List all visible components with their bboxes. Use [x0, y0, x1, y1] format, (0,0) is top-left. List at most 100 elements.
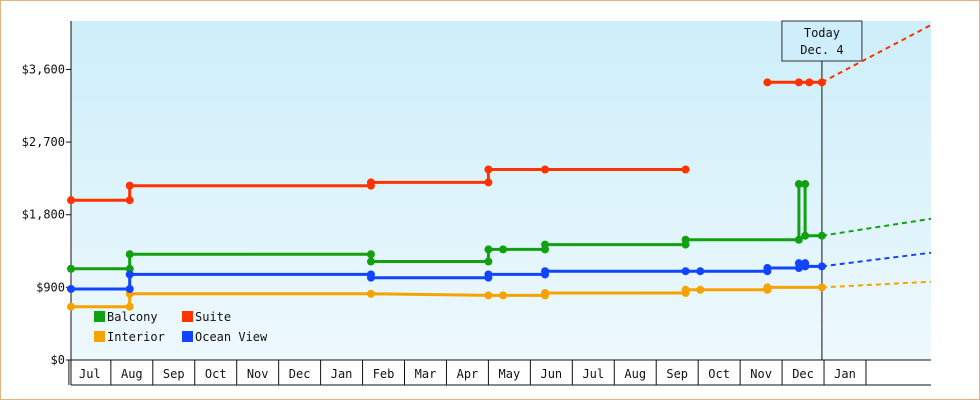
data-point — [484, 270, 493, 279]
y-tick-label: $1,800 — [22, 208, 65, 222]
legend-swatch — [182, 311, 193, 322]
legend-label: Balcony — [107, 310, 158, 324]
series-suite — [67, 24, 932, 205]
data-point — [763, 78, 772, 87]
data-point — [67, 196, 75, 205]
data-point — [366, 273, 375, 282]
today-marker: Today Dec. 4 — [781, 20, 863, 360]
legend-item-interior: Interior — [94, 330, 165, 344]
month-label: Oct — [205, 367, 227, 381]
data-point — [541, 289, 550, 298]
data-point — [125, 181, 134, 190]
month-label: Mar — [415, 367, 437, 381]
data-point — [67, 284, 75, 293]
data-point — [541, 240, 550, 249]
data-point — [366, 289, 375, 298]
projection-line — [821, 24, 932, 84]
series-interior — [67, 280, 932, 311]
today-label: Today — [804, 26, 840, 40]
data-point — [366, 178, 375, 187]
month-label: May — [499, 367, 521, 381]
data-point — [499, 291, 508, 300]
data-point — [484, 291, 493, 300]
data-point — [696, 267, 705, 276]
data-point — [67, 302, 75, 311]
today-date: Dec. 4 — [800, 43, 843, 57]
month-label: Jul — [79, 367, 101, 381]
legend-item-ocean-view: Ocean View — [182, 330, 268, 344]
month-label: Sep — [666, 367, 688, 381]
data-point — [125, 264, 134, 273]
month-label: Dec — [289, 367, 311, 381]
month-label: Aug — [624, 367, 646, 381]
legend-label: Suite — [195, 310, 231, 324]
legend-label: Interior — [107, 330, 165, 344]
y-tick-label: $2,700 — [22, 135, 65, 149]
legend-swatch — [94, 311, 105, 322]
data-point — [67, 264, 75, 273]
data-point — [125, 196, 134, 205]
today-box — [781, 20, 863, 62]
data-point — [125, 284, 134, 293]
data-point — [794, 235, 803, 244]
data-point — [366, 250, 375, 259]
series-balcony — [67, 180, 932, 273]
data-point — [801, 262, 810, 271]
data-point — [801, 180, 810, 189]
legend-item-suite: Suite — [182, 310, 231, 324]
month-label: Jul — [582, 367, 604, 381]
month-label: Nov — [247, 367, 269, 381]
month-label: Nov — [750, 367, 772, 381]
data-point — [125, 270, 134, 279]
y-tick-label: $3,600 — [22, 62, 65, 76]
data-point — [763, 263, 772, 272]
data-point — [484, 178, 493, 187]
legend-swatch — [94, 331, 105, 342]
data-point — [794, 180, 803, 189]
data-point — [794, 259, 803, 268]
month-label: Apr — [457, 367, 479, 381]
data-point — [801, 231, 810, 240]
projection-line — [821, 217, 932, 237]
month-label: Jan — [331, 367, 353, 381]
month-label: Sep — [163, 367, 185, 381]
y-tick-label: $0 — [51, 353, 65, 367]
plot-area — [71, 21, 931, 360]
data-point — [484, 257, 493, 266]
data-point — [541, 267, 550, 276]
data-point — [681, 285, 690, 294]
data-point — [681, 267, 690, 276]
data-point — [499, 245, 508, 254]
data-point — [794, 78, 803, 87]
data-point — [125, 250, 134, 259]
legend-label: Ocean View — [195, 330, 268, 344]
projection-line — [821, 251, 932, 268]
series-layer — [67, 24, 932, 311]
data-point — [805, 78, 814, 87]
data-point — [484, 165, 493, 174]
month-label: Feb — [373, 367, 395, 381]
data-point — [696, 285, 705, 294]
x-axis: Jul Aug Sep Oct Nov Dec Jan Feb Mar Apr May Jun Jul A… — [68, 359, 931, 386]
data-point — [541, 165, 550, 174]
data-point — [681, 235, 690, 244]
y-tick-label: $900 — [36, 280, 65, 294]
series-ocean-view — [67, 251, 932, 293]
projection-line — [821, 280, 932, 289]
data-point — [484, 245, 493, 254]
legend-item-balcony: Balcony — [94, 310, 158, 324]
month-label: Jan — [834, 367, 856, 381]
legend-swatch — [182, 331, 193, 342]
y-axis: $0 $900 $1,800 $2,700 $3,600 — [22, 21, 72, 385]
data-point — [681, 165, 690, 174]
data-point — [763, 283, 772, 292]
month-label: Aug — [121, 367, 143, 381]
month-label: Jun — [540, 367, 562, 381]
month-label: Dec — [792, 367, 814, 381]
legend: Balcony Suite Interior Ocean View — [94, 310, 268, 344]
month-label: Oct — [708, 367, 730, 381]
data-point — [125, 302, 134, 311]
data-point — [366, 257, 375, 266]
